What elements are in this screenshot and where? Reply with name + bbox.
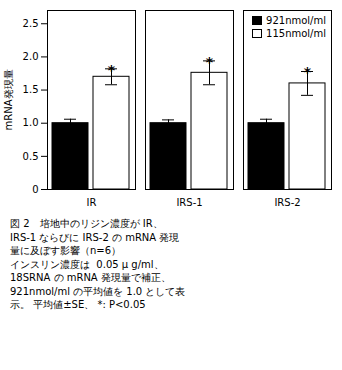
svg-text:mRNA発現量: mRNA発現量 [3,69,14,130]
html-text:115nmol/ml: 115nmol/ml [266,28,326,39]
svg-text:*: * [206,54,214,70]
svg-text:IR: IR [87,197,97,208]
svg-text:1.0: 1.0 [23,117,39,128]
svg-text:2.5: 2.5 [23,18,39,29]
svg-text:*: * [108,62,116,78]
svg-text:2.0: 2.0 [23,51,39,62]
svg-text:*: * [304,64,312,80]
html-text:量に及ぼす影響（n=6）: 量に及ぼす影響（n=6） [10,245,122,256]
html-text:921nmol/ml: 921nmol/ml [266,15,326,26]
html-text:921nmol/ml の平均値を 1.0 として表: 921nmol/ml の平均値を 1.0 として表 [10,285,186,297]
svg-text:0: 0 [32,184,38,195]
svg-text:0.5: 0.5 [23,151,39,162]
html-text:18SRNA の mRNA 発現量で補正、: 18SRNA の mRNA 発現量で補正、 [10,272,171,283]
html-text:示。 平均値±SE、 *: P<0.05: 示。 平均値±SE、 *: P<0.05 [10,299,146,310]
html-text:IRS-1 ならびに IRS-2 の mRNA 発現: IRS-1 ならびに IRS-2 の mRNA 発現 [10,231,180,243]
svg-text:IRS-1: IRS-1 [176,197,202,208]
svg-text:1.5: 1.5 [23,84,39,95]
svg-text:IRS-2: IRS-2 [274,197,300,208]
html-text:図 2 培地中のリジン濃度が IR、: 図 2 培地中のリジン濃度が IR、 [10,218,163,229]
html-text:インスリン濃度は 0.05 μ g/ml、: インスリン濃度は 0.05 μ g/ml、 [10,258,164,270]
